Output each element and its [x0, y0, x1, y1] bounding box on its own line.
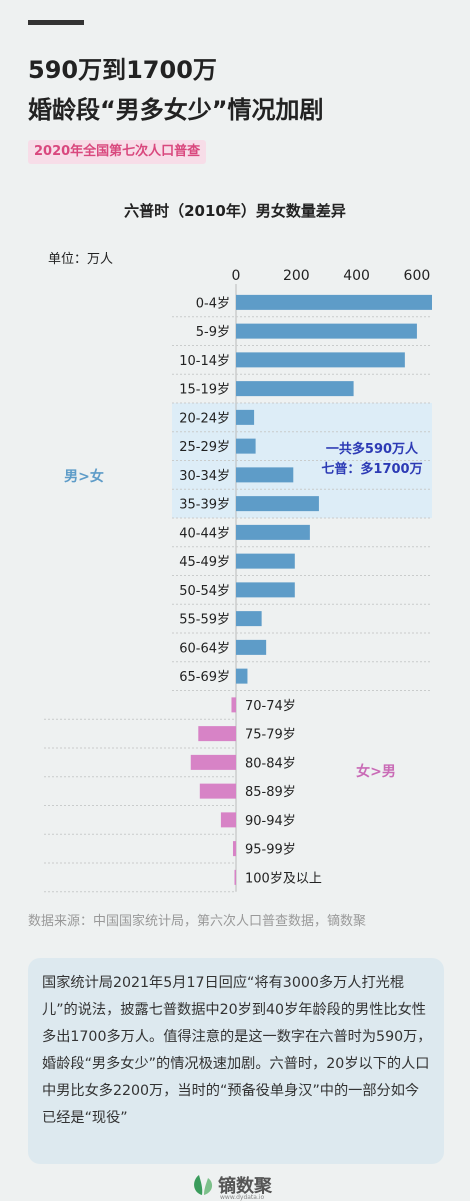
- category-label: 100岁及以上: [245, 871, 322, 886]
- chart-title: 六普时（2010年）男女数量差异: [124, 202, 346, 220]
- category-label: 30-34岁: [179, 469, 230, 484]
- category-label: 80-84岁: [245, 756, 296, 771]
- bar: [236, 438, 256, 454]
- category-label: 50-54岁: [179, 584, 230, 599]
- brand-url: www.dydata.io: [220, 1194, 265, 1201]
- bar: [232, 841, 236, 857]
- bar: [190, 754, 236, 770]
- bar: [198, 726, 236, 742]
- category-label: 95-99岁: [245, 843, 296, 858]
- bar: [236, 381, 354, 397]
- category-label: 20-24岁: [179, 411, 230, 426]
- category-label: 55-59岁: [179, 613, 230, 628]
- x-tick-label: 600: [404, 268, 431, 284]
- category-label: 40-44岁: [179, 526, 230, 541]
- bar: [231, 697, 236, 713]
- page-title-line2: 婚龄段“男多女少”情况加剧: [28, 96, 324, 124]
- bar: [236, 582, 295, 598]
- category-label: 35-39岁: [179, 498, 230, 513]
- bar: [236, 467, 294, 483]
- category-label: 5-9岁: [196, 325, 230, 340]
- data-source: 数据来源：中国国家统计局，第六次人口普查数据，镝数聚: [28, 914, 367, 929]
- category-label: 90-94岁: [245, 814, 296, 829]
- bar: [236, 668, 248, 684]
- category-label: 75-79岁: [245, 728, 296, 743]
- x-tick-label: 400: [343, 268, 370, 284]
- summary-paragraph: 国家统计局2021年5月17日回应“将有3000多万人打光棍儿”的说法，披露七普…: [42, 975, 432, 1126]
- bar: [199, 783, 236, 799]
- female-surplus-label: 女>男: [356, 763, 396, 780]
- bar: [236, 496, 319, 512]
- bar: [220, 812, 236, 828]
- category-label: 65-69岁: [179, 670, 230, 685]
- category-label: 85-89岁: [245, 785, 296, 800]
- bar: [236, 323, 417, 339]
- bar: [236, 294, 432, 310]
- category-label: 0-4岁: [196, 296, 230, 311]
- category-label: 10-14岁: [179, 354, 230, 369]
- page-title-line1: 590万到1700万: [28, 56, 217, 84]
- highlight-annotation-line1: 一共多590万人: [326, 441, 419, 457]
- category-label: 70-74岁: [245, 699, 296, 714]
- census-badge: 2020年全国第七次人口普查: [28, 140, 207, 164]
- unit-label: 单位：万人: [48, 252, 114, 267]
- highlight-annotation-line2: 七普：多1700万: [321, 461, 422, 477]
- x-tick-label: 200: [283, 268, 310, 284]
- bar: [236, 524, 310, 540]
- brand-name: 镝数聚: [218, 1176, 272, 1197]
- x-tick-label: 0: [232, 268, 241, 284]
- bar: [236, 611, 262, 627]
- bar: [236, 409, 255, 425]
- category-label: 15-19岁: [179, 383, 230, 398]
- category-label: 45-49岁: [179, 555, 230, 570]
- leaf-logo-icon: [194, 1175, 213, 1195]
- population-difference-chart: 0 200 400 600 0-4岁 5-9岁 10-14岁 15-19岁 20-24岁 25-2…: [44, 268, 432, 893]
- male-surplus-label: 男>女: [64, 468, 104, 485]
- category-label: 25-29岁: [179, 440, 230, 455]
- category-label: 60-64岁: [179, 641, 230, 656]
- summary-box: 国家统计局2021年5月17日回应“将有3000多万人打光棍儿”的说法，披露七普…: [28, 958, 444, 1164]
- bar: [236, 352, 405, 368]
- top-accent-bar: [28, 20, 84, 25]
- bar: [234, 869, 236, 885]
- bar: [236, 553, 295, 569]
- bar: [236, 639, 267, 655]
